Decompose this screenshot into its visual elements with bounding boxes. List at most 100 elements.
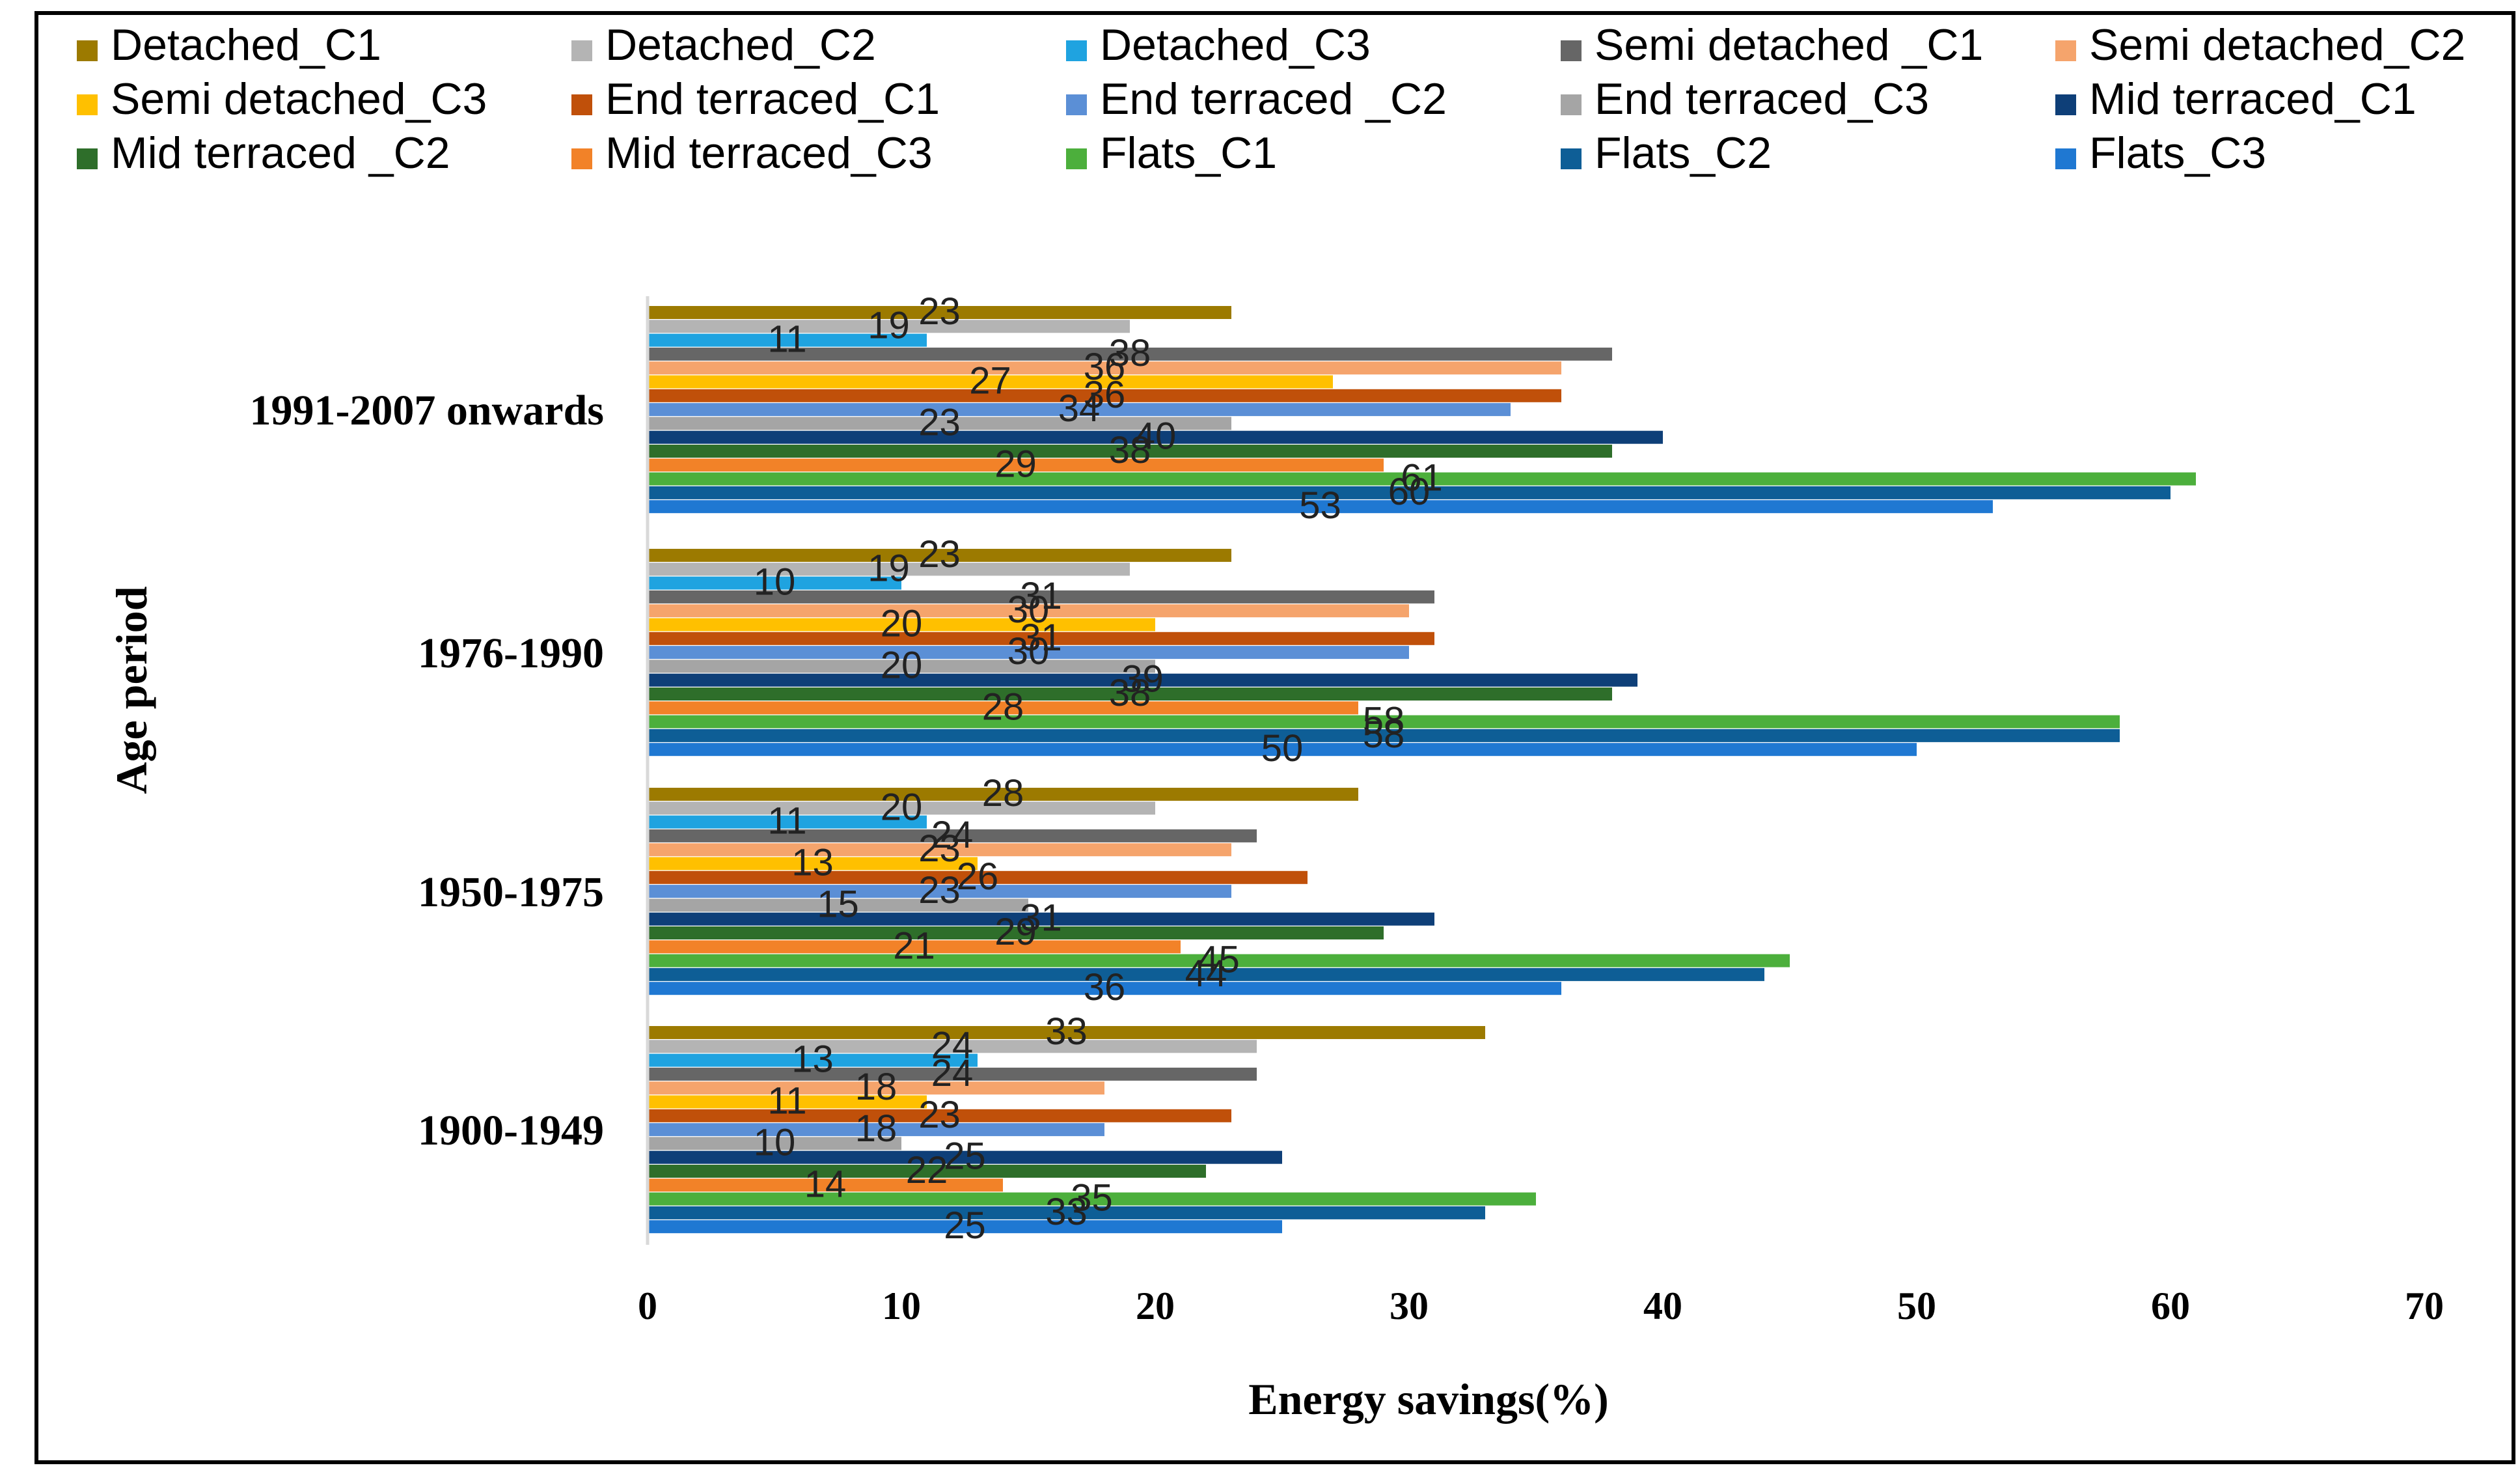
legend-swatch-flats-c2 bbox=[1561, 148, 1582, 169]
bar-1900-1949-mid-terraced-c1 bbox=[648, 1150, 1282, 1164]
legend-swatch-flats-c1 bbox=[1066, 148, 1087, 169]
x-tick-label-30: 30 bbox=[1390, 1285, 1429, 1327]
bar-1950-1975-end-terraced-c2 bbox=[648, 885, 1231, 898]
bar-1950-1975-mid-terraced-c3 bbox=[648, 940, 1181, 954]
bar-1950-1975-semi-detached-c3 bbox=[648, 857, 978, 870]
legend-swatch-end-terraced-c1 bbox=[571, 94, 592, 115]
data-label-1900-1949-semi-detached-c2: 18 bbox=[855, 1066, 897, 1108]
data-label-1976-1990-detached-c2: 19 bbox=[868, 547, 910, 589]
bar-1900-1949-detached-c3 bbox=[648, 1053, 978, 1067]
x-tick-label-40: 40 bbox=[1643, 1285, 1682, 1327]
data-label-1991-2007-onwards-mid-terraced-c2: 38 bbox=[1109, 429, 1151, 471]
bar-1976-1990-detached-c2 bbox=[648, 562, 1130, 576]
bar-1976-1990-end-terraced-c1 bbox=[648, 632, 1434, 645]
data-label-1950-1975-mid-terraced-c3: 21 bbox=[893, 924, 935, 967]
y-axis-title: Age period bbox=[107, 586, 156, 794]
data-label-1991-2007-onwards-mid-terraced-c1: 40 bbox=[1134, 415, 1177, 458]
legend-label-mid-terraced-c1: Mid terraced_C1 bbox=[2089, 74, 2417, 124]
legend-label-detached-c3: Detached_C3 bbox=[1100, 20, 1371, 70]
bar-1976-1990-end-terraced-c3 bbox=[648, 660, 1155, 673]
data-label-1900-1949-mid-terraced-c3: 14 bbox=[804, 1163, 847, 1205]
x-tick-label-0: 0 bbox=[638, 1285, 657, 1327]
data-label-1991-2007-onwards-flats-c3: 53 bbox=[1299, 484, 1341, 527]
bar-1976-1990-detached-c1 bbox=[648, 549, 1231, 562]
legend: Detached_C1 Detached_C2 Detached_C3 Semi de… bbox=[77, 20, 2465, 178]
legend-swatch-semi-detached-c3 bbox=[77, 94, 98, 115]
bar-1991-2007-onwards-mid-terraced-c1 bbox=[648, 430, 1663, 444]
legend-label-flats-c3: Flats_C3 bbox=[2089, 128, 2266, 178]
data-label-1991-2007-onwards-end-terraced-c3: 23 bbox=[918, 401, 961, 443]
legend-swatch-detached-c2 bbox=[571, 40, 592, 61]
data-label-1950-1975-semi-detached-c1: 24 bbox=[931, 814, 974, 856]
data-label-1950-1975-semi-detached-c2: 23 bbox=[918, 827, 961, 870]
bar-1950-1975-end-terraced-c1 bbox=[648, 870, 1308, 884]
bar-1976-1990-mid-terraced-c3 bbox=[648, 701, 1358, 715]
data-label-1900-1949-flats-c1: 35 bbox=[1071, 1177, 1113, 1219]
data-label-1976-1990-flats-c2: 58 bbox=[1363, 714, 1405, 756]
data-label-1950-1975-flats-c1: 45 bbox=[1198, 939, 1240, 981]
data-label-1950-1975-detached-c1: 28 bbox=[982, 772, 1024, 814]
bar-1991-2007-onwards-flats-c1 bbox=[648, 472, 2196, 486]
bar-1900-1949-detached-c1 bbox=[648, 1026, 1485, 1039]
data-label-1976-1990-mid-terraced-c3: 28 bbox=[982, 686, 1024, 728]
legend-label-end-terraced-c2: End terraced _C2 bbox=[1100, 74, 1447, 124]
bar-1950-1975-flats-c3 bbox=[648, 982, 1561, 995]
data-label-1900-1949-end-terraced-c3: 10 bbox=[754, 1121, 796, 1163]
bar-1991-2007-onwards-semi-detached-c3 bbox=[648, 375, 1333, 389]
data-label-1976-1990-semi-detached-c3: 20 bbox=[881, 603, 923, 645]
bar-1991-2007-onwards-end-terraced-c2 bbox=[648, 403, 1511, 417]
data-label-1991-2007-onwards-detached-c3: 11 bbox=[767, 318, 806, 361]
data-label-1950-1975-mid-terraced-c2: 29 bbox=[994, 911, 1037, 953]
x-axis-title: Energy savings(%) bbox=[1248, 1374, 1608, 1424]
data-label-1950-1975-end-terraced-c1: 26 bbox=[957, 855, 999, 898]
bar-1900-1949-end-terraced-c2 bbox=[648, 1123, 1104, 1137]
legend-label-semi-detached-c1: Semi detached _C1 bbox=[1595, 20, 1983, 70]
data-label-1976-1990-mid-terraced-c1: 39 bbox=[1121, 658, 1164, 701]
data-label-1976-1990-end-terraced-c3: 20 bbox=[881, 644, 923, 686]
bar-1991-2007-onwards-mid-terraced-c2 bbox=[648, 445, 1612, 458]
bar-1900-1949-end-terraced-c3 bbox=[648, 1137, 901, 1150]
bar-1900-1949-flats-c1 bbox=[648, 1192, 1536, 1206]
bar-1976-1990-mid-terraced-c1 bbox=[648, 673, 1637, 687]
data-label-1991-2007-onwards-mid-terraced-c3: 29 bbox=[994, 443, 1037, 485]
legend-swatch-mid-terraced-c1 bbox=[2055, 94, 2076, 115]
data-label-1976-1990-detached-c1: 23 bbox=[918, 533, 961, 576]
bar-1991-2007-onwards-end-terraced-c1 bbox=[648, 389, 1561, 402]
bar-1900-1949-flats-c2 bbox=[648, 1206, 1485, 1219]
legend-swatch-detached-c1 bbox=[77, 40, 98, 61]
legend-label-mid-terraced-c2: Mid terraced _C2 bbox=[111, 128, 450, 178]
bar-1976-1990-flats-c3 bbox=[648, 743, 1917, 757]
bar-1991-2007-onwards-end-terraced-c3 bbox=[648, 417, 1231, 430]
data-label-1976-1990-mid-terraced-c2: 38 bbox=[1109, 672, 1151, 714]
bar-1900-1949-end-terraced-c1 bbox=[648, 1109, 1231, 1122]
data-label-1950-1975-detached-c3: 11 bbox=[767, 800, 806, 842]
x-tick-label-70: 70 bbox=[2405, 1285, 2444, 1327]
bar-1950-1975-semi-detached-c1 bbox=[648, 829, 1257, 842]
data-label-1976-1990-end-terraced-c1: 31 bbox=[1020, 617, 1062, 659]
bar-1900-1949-semi-detached-c3 bbox=[648, 1095, 927, 1109]
legend-swatch-mid-terraced-c2 bbox=[77, 148, 98, 169]
bar-1950-1975-mid-terraced-c1 bbox=[648, 912, 1434, 926]
legend-label-end-terraced-c3: End terraced_C3 bbox=[1595, 74, 1929, 124]
data-label-1900-1949-end-terraced-c2: 18 bbox=[855, 1107, 897, 1150]
data-label-1900-1949-semi-detached-c1: 24 bbox=[931, 1052, 974, 1094]
data-label-1900-1949-detached-c3: 13 bbox=[791, 1038, 834, 1081]
bar-1991-2007-onwards-semi-detached-c2 bbox=[648, 361, 1561, 375]
category-label-1950-1975: 1950-1975 bbox=[418, 868, 604, 916]
legend-label-flats-c1: Flats_C1 bbox=[1100, 128, 1277, 178]
legend-label-semi-detached-c3: Semi detached_C3 bbox=[111, 74, 487, 124]
x-tick-label-20: 20 bbox=[1136, 1285, 1175, 1327]
bar-1950-1975-detached-c2 bbox=[648, 801, 1155, 815]
data-label-1976-1990-flats-c3: 50 bbox=[1261, 727, 1304, 770]
bar-1900-1949-mid-terraced-c3 bbox=[648, 1178, 1003, 1192]
data-label-1991-2007-onwards-detached-c1: 23 bbox=[918, 290, 961, 333]
bar-1950-1975-detached-c3 bbox=[648, 815, 927, 829]
bar-1976-1990-semi-detached-c2 bbox=[648, 604, 1409, 618]
bar-1976-1990-mid-terraced-c2 bbox=[648, 687, 1612, 701]
data-label-1976-1990-semi-detached-c1: 31 bbox=[1020, 575, 1062, 617]
bar-1950-1975-semi-detached-c2 bbox=[648, 843, 1231, 857]
bar-1900-1949-semi-detached-c1 bbox=[648, 1067, 1257, 1081]
legend-label-detached-c1: Detached_C1 bbox=[111, 20, 381, 70]
